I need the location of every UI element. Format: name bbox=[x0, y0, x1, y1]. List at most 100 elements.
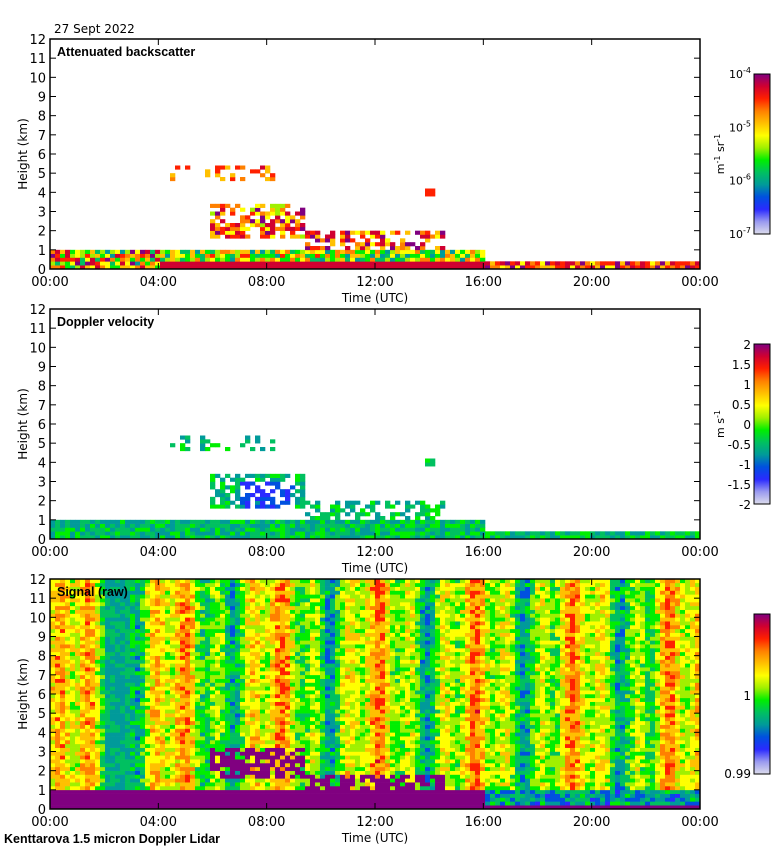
heat-cell bbox=[195, 674, 201, 679]
heat-cell bbox=[315, 253, 321, 258]
heat-cell bbox=[215, 230, 221, 235]
heat-cell bbox=[255, 740, 261, 745]
heat-cell bbox=[295, 211, 301, 216]
heat-cell bbox=[210, 759, 216, 764]
heat-cell bbox=[100, 786, 106, 791]
heat-cell bbox=[155, 674, 161, 679]
heat-cell bbox=[270, 203, 276, 208]
heat-cell bbox=[125, 697, 131, 702]
heat-cell bbox=[50, 590, 56, 595]
heat-cell bbox=[345, 531, 351, 536]
heat-cell bbox=[415, 265, 421, 270]
heat-cell bbox=[335, 261, 341, 266]
heat-cell bbox=[340, 234, 346, 239]
heat-cell bbox=[270, 261, 276, 266]
heat-cell bbox=[175, 640, 181, 645]
heat-cell bbox=[355, 527, 361, 532]
heat-cell bbox=[340, 261, 346, 266]
heat-cell bbox=[125, 717, 131, 722]
heat-cell bbox=[515, 535, 521, 540]
heat-cell bbox=[70, 797, 76, 802]
heat-cell bbox=[215, 805, 221, 810]
heat-cell bbox=[95, 701, 101, 706]
heat-cell bbox=[60, 709, 66, 714]
heat-cell bbox=[425, 458, 431, 463]
heat-cell bbox=[210, 763, 216, 768]
heat-cell bbox=[95, 609, 101, 614]
heat-cell bbox=[115, 644, 121, 649]
heat-cell bbox=[620, 535, 626, 540]
heat-cell bbox=[245, 713, 251, 718]
heat-cell bbox=[190, 770, 196, 775]
heat-cell bbox=[400, 246, 406, 251]
heat-cell bbox=[245, 261, 251, 266]
heat-cell bbox=[125, 789, 131, 794]
heat-cell bbox=[165, 671, 171, 676]
heat-cell bbox=[275, 789, 281, 794]
heat-cell bbox=[300, 215, 306, 220]
heat-cell bbox=[240, 713, 246, 718]
heat-cell bbox=[395, 230, 401, 235]
heat-cell bbox=[305, 713, 311, 718]
heat-cell bbox=[50, 705, 56, 710]
heat-cell bbox=[315, 770, 321, 775]
heat-cell bbox=[220, 230, 226, 235]
heat-cell bbox=[290, 527, 296, 532]
heat-cell bbox=[160, 724, 166, 729]
heat-cell bbox=[65, 261, 71, 266]
heat-cell bbox=[255, 590, 261, 595]
heat-cell bbox=[60, 770, 66, 775]
heat-cell bbox=[190, 732, 196, 737]
heat-cell bbox=[215, 705, 221, 710]
x-tick-label: 00:00 bbox=[31, 275, 68, 290]
heat-cell bbox=[70, 655, 76, 660]
heat-cell bbox=[250, 640, 256, 645]
heat-cell bbox=[140, 801, 146, 806]
heat-cell bbox=[130, 732, 136, 737]
heat-cell bbox=[310, 628, 316, 633]
heat-cell bbox=[495, 265, 501, 270]
heat-cell bbox=[295, 504, 301, 509]
heat-cell bbox=[410, 523, 416, 528]
heat-cell bbox=[205, 602, 211, 607]
heat-cell bbox=[295, 651, 301, 656]
heat-cell bbox=[325, 531, 331, 536]
heat-cell bbox=[75, 678, 81, 683]
heat-cell bbox=[420, 246, 426, 251]
heat-cell bbox=[200, 720, 206, 725]
heat-cell bbox=[235, 632, 241, 637]
heat-cell bbox=[125, 709, 131, 714]
heat-cell bbox=[415, 512, 421, 517]
heat-cell bbox=[310, 778, 316, 783]
heat-cell bbox=[105, 709, 111, 714]
heat-cell bbox=[135, 648, 141, 653]
heat-cell bbox=[430, 265, 436, 270]
heat-cell bbox=[195, 770, 201, 775]
heat-cell bbox=[670, 535, 676, 540]
heat-cell bbox=[275, 701, 281, 706]
heat-cell bbox=[125, 579, 131, 584]
heat-cell bbox=[240, 782, 246, 787]
heat-cell bbox=[170, 717, 176, 722]
heat-cell bbox=[60, 598, 66, 603]
heat-cell bbox=[325, 678, 331, 683]
heat-cell bbox=[215, 602, 221, 607]
heat-cell bbox=[225, 594, 231, 599]
heat-cell bbox=[95, 717, 101, 722]
heat-cell bbox=[370, 230, 376, 235]
heat-cell bbox=[245, 582, 251, 587]
heat-cell bbox=[50, 740, 56, 745]
heat-cell bbox=[75, 636, 81, 641]
heat-cell bbox=[310, 663, 316, 668]
heat-cell bbox=[300, 621, 306, 626]
unit-base: m s bbox=[714, 418, 727, 438]
heat-cell bbox=[320, 238, 326, 243]
heat-cell bbox=[130, 755, 136, 760]
heat-cell bbox=[230, 640, 236, 645]
heat-cell bbox=[215, 697, 221, 702]
heat-cell bbox=[470, 523, 476, 528]
heat-cell bbox=[165, 732, 171, 737]
heat-cell bbox=[220, 651, 226, 656]
heat-cell bbox=[455, 265, 461, 270]
heat-cell bbox=[130, 648, 136, 653]
